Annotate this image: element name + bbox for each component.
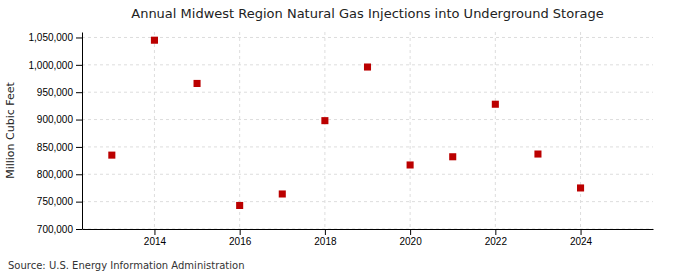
tick-mark <box>495 229 496 235</box>
axis-line <box>83 229 654 230</box>
point <box>407 161 414 168</box>
tick-label: 2024 <box>570 236 593 247</box>
grid-line <box>82 92 653 93</box>
grid-line <box>82 119 653 120</box>
tick: 750,000 <box>37 196 82 207</box>
tick: 800,000 <box>37 169 82 180</box>
point <box>321 117 328 124</box>
tick: 900,000 <box>37 114 82 125</box>
point <box>577 184 584 191</box>
chart: 2014 2016 2018 2020 2022 2024 700,000 750,000 80… <box>0 0 675 275</box>
tick-label: 2022 <box>485 236 508 247</box>
grid <box>82 32 653 229</box>
tick-label: 1,000,000 <box>29 60 74 71</box>
tick-mark <box>76 202 82 203</box>
y-axis: 700,000 750,000 800,000 850,000 900,000 950,0… <box>29 32 83 235</box>
tick-label: 850,000 <box>37 142 74 153</box>
point <box>279 190 286 197</box>
tick: 2022 <box>485 229 508 247</box>
tick: 950,000 <box>37 87 82 98</box>
plot: 2014 2016 2018 2020 2022 2024 700,000 750,000 80… <box>29 32 654 247</box>
grid-line <box>82 229 653 230</box>
source: Source: U.S. Energy Information Administ… <box>8 260 245 271</box>
grid-line <box>324 32 325 229</box>
x-axis: 2014 2016 2018 2020 2022 2024 <box>83 229 654 247</box>
grid-line <box>82 146 653 147</box>
grid-line <box>410 32 411 229</box>
grid-line <box>495 32 496 229</box>
tick-mark <box>154 229 155 235</box>
tick-mark <box>76 174 82 175</box>
tick-mark <box>76 65 82 66</box>
tick: 2018 <box>314 229 337 247</box>
tick-label: 2018 <box>314 236 337 247</box>
point <box>108 152 115 159</box>
point <box>492 101 499 108</box>
grid-line <box>580 32 581 229</box>
tick-mark <box>76 229 82 230</box>
tick: 700,000 <box>37 224 82 235</box>
tick: 1,000,000 <box>29 60 83 71</box>
points <box>108 37 584 209</box>
tick-label: 950,000 <box>37 87 74 98</box>
tick-label: 750,000 <box>37 196 74 207</box>
tick-mark <box>76 92 82 93</box>
point <box>534 150 541 157</box>
tick-mark <box>76 120 82 121</box>
tick: 2014 <box>144 229 167 247</box>
point <box>449 153 456 160</box>
tick: 850,000 <box>37 142 82 153</box>
grid-line <box>82 174 653 175</box>
grid-line <box>154 32 155 229</box>
tick-mark <box>240 229 241 235</box>
tick: 2016 <box>229 229 252 247</box>
tick-mark <box>325 229 326 235</box>
tick-label: 800,000 <box>37 169 74 180</box>
grid-line <box>239 32 240 229</box>
tick-label: 700,000 <box>37 224 74 235</box>
grid-line <box>82 201 653 202</box>
tick-mark <box>76 147 82 148</box>
point <box>151 37 158 44</box>
tick-label: 900,000 <box>37 114 74 125</box>
tick-label: 1,050,000 <box>29 32 74 43</box>
tick: 2024 <box>570 229 593 247</box>
point <box>236 202 243 209</box>
grid-line <box>82 37 653 38</box>
tick-label: 2014 <box>144 236 167 247</box>
point <box>194 80 201 87</box>
tick-mark <box>76 37 82 38</box>
tick: 1,050,000 <box>29 32 83 43</box>
tick-mark <box>410 229 411 235</box>
tick-mark <box>581 229 582 235</box>
y-axis-label: Million Cubic Feet <box>4 81 17 178</box>
tick-label: 2016 <box>229 236 252 247</box>
tick-label: 2020 <box>399 236 422 247</box>
point <box>364 63 371 70</box>
title: Annual Midwest Region Natural Gas Inject… <box>131 6 603 21</box>
axis-line <box>82 33 83 230</box>
tick: 2020 <box>399 229 422 247</box>
